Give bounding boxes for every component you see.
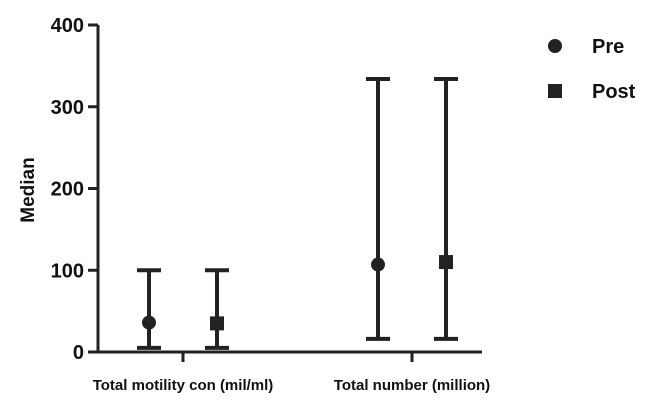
legend-label-post: Post <box>592 81 636 103</box>
marker-pre <box>371 257 385 272</box>
x-category-label: Total motility con (mil/ml) <box>93 377 274 394</box>
y-tick-label: 400 <box>51 15 84 37</box>
y-tick-label: 300 <box>51 97 84 119</box>
y-tick-label: 100 <box>51 260 84 282</box>
axes <box>96 25 482 354</box>
legend-marker-pre <box>548 39 562 53</box>
x-category-label: Total number (million) <box>334 377 490 394</box>
y-ticks: 0 100 200 300 400 <box>51 15 98 364</box>
x-categories: Total motility con (mil/ml) Total number … <box>93 352 490 394</box>
data-markers <box>142 255 453 331</box>
legend-label-pre: Pre <box>592 36 624 58</box>
y-axis-title: Median <box>18 157 39 222</box>
legend-marker-post <box>548 84 562 98</box>
y-tick-label: 200 <box>51 179 84 201</box>
marker-post <box>439 255 453 270</box>
marker-pre <box>142 315 156 330</box>
error-bars <box>137 76 458 350</box>
y-tick-label: 0 <box>73 342 84 364</box>
legend: Pre Post <box>548 36 636 103</box>
marker-post <box>210 316 224 331</box>
